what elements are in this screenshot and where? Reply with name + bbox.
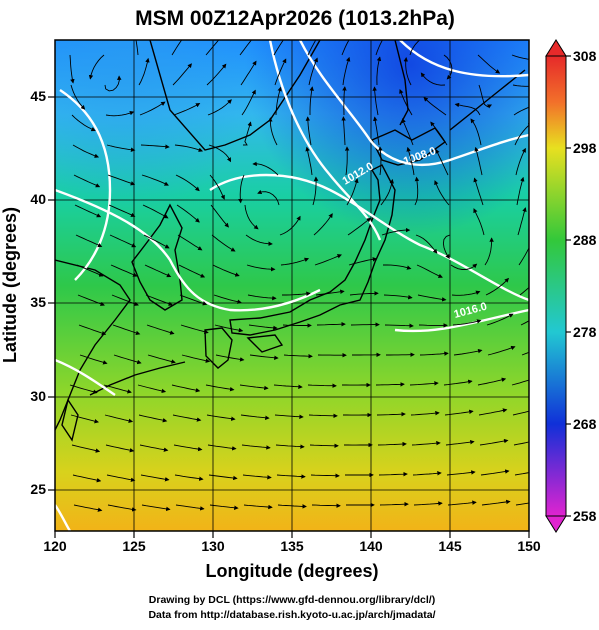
x-tick-labels: 120 125 130 135 140 145 150 bbox=[43, 538, 541, 554]
x-tick-label: 150 bbox=[517, 538, 541, 554]
y-tick-label: 35 bbox=[30, 294, 46, 310]
x-tick-label: 145 bbox=[438, 538, 462, 554]
colorbar: 308 298 288 278 268 258 bbox=[546, 40, 597, 532]
colorbar-label: 288 bbox=[573, 232, 597, 248]
y-tick-label: 45 bbox=[30, 88, 46, 104]
y-tick-label: 30 bbox=[30, 388, 46, 404]
colorbar-label: 298 bbox=[573, 140, 597, 156]
colorbar-scale bbox=[546, 56, 566, 516]
colorbar-top-arrow bbox=[546, 40, 566, 56]
colorbar-label: 258 bbox=[573, 508, 597, 524]
x-tick-label: 130 bbox=[201, 538, 225, 554]
colorbar-label: 268 bbox=[573, 416, 597, 432]
chart-title: MSM 00Z12Apr2026 (1013.2hPa) bbox=[135, 7, 455, 30]
y-tick-label: 40 bbox=[30, 191, 46, 207]
y-axis-label: Latitude (degrees) bbox=[0, 207, 20, 363]
map-area: 1008.0 1012.0 1016.0 bbox=[55, 27, 548, 531]
x-tick-label: 140 bbox=[359, 538, 383, 554]
credit-drawing: Drawing by DCL (https://www.gfd-dennou.o… bbox=[149, 594, 435, 606]
colorbar-bottom-arrow bbox=[546, 516, 566, 532]
colorbar-label: 308 bbox=[573, 48, 597, 64]
colorbar-ticks bbox=[566, 56, 571, 516]
x-axis-label: Longitude (degrees) bbox=[205, 561, 378, 581]
credit-data: Data from http://database.rish.kyoto-u.a… bbox=[148, 609, 435, 621]
wind-streamline bbox=[283, 325, 311, 326]
x-tick-label: 125 bbox=[122, 538, 146, 554]
colorbar-label: 278 bbox=[573, 324, 597, 340]
colorbar-tick-labels: 308 298 288 278 268 258 bbox=[573, 48, 597, 524]
y-tick-label: 25 bbox=[30, 481, 46, 497]
x-tick-label: 120 bbox=[43, 538, 67, 554]
y-tick-labels: 25 30 35 40 45 bbox=[30, 88, 46, 497]
x-tick-label: 135 bbox=[280, 538, 304, 554]
